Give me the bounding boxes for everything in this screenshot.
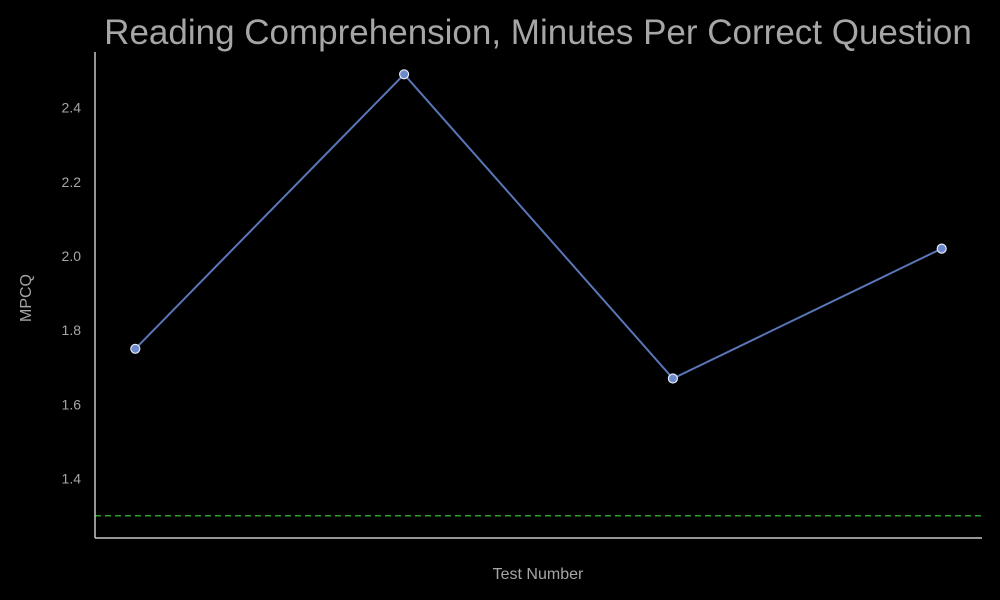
chart-title: Reading Comprehension, Minutes Per Corre…: [104, 13, 972, 52]
data-point: [936, 243, 947, 254]
y-tick-label: 2.0: [62, 248, 82, 264]
y-tick-label: 1.8: [62, 322, 82, 338]
y-axis-label: MPCQ: [18, 274, 35, 322]
data-point: [130, 343, 141, 354]
y-axis-ticks: 1.4 1.6 1.8 2.0 2.2 2.4: [62, 100, 82, 487]
data-point: [667, 373, 679, 384]
x-axis-label: Test Number: [493, 566, 584, 583]
y-tick-label: 1.4: [62, 471, 82, 487]
y-tick-label: 1.6: [62, 396, 82, 412]
y-tick-label: 2.4: [62, 100, 82, 116]
data-points: [130, 69, 947, 384]
data-point: [399, 69, 410, 80]
series-line: [134, 72, 943, 380]
y-tick-label: 2.2: [62, 174, 82, 190]
